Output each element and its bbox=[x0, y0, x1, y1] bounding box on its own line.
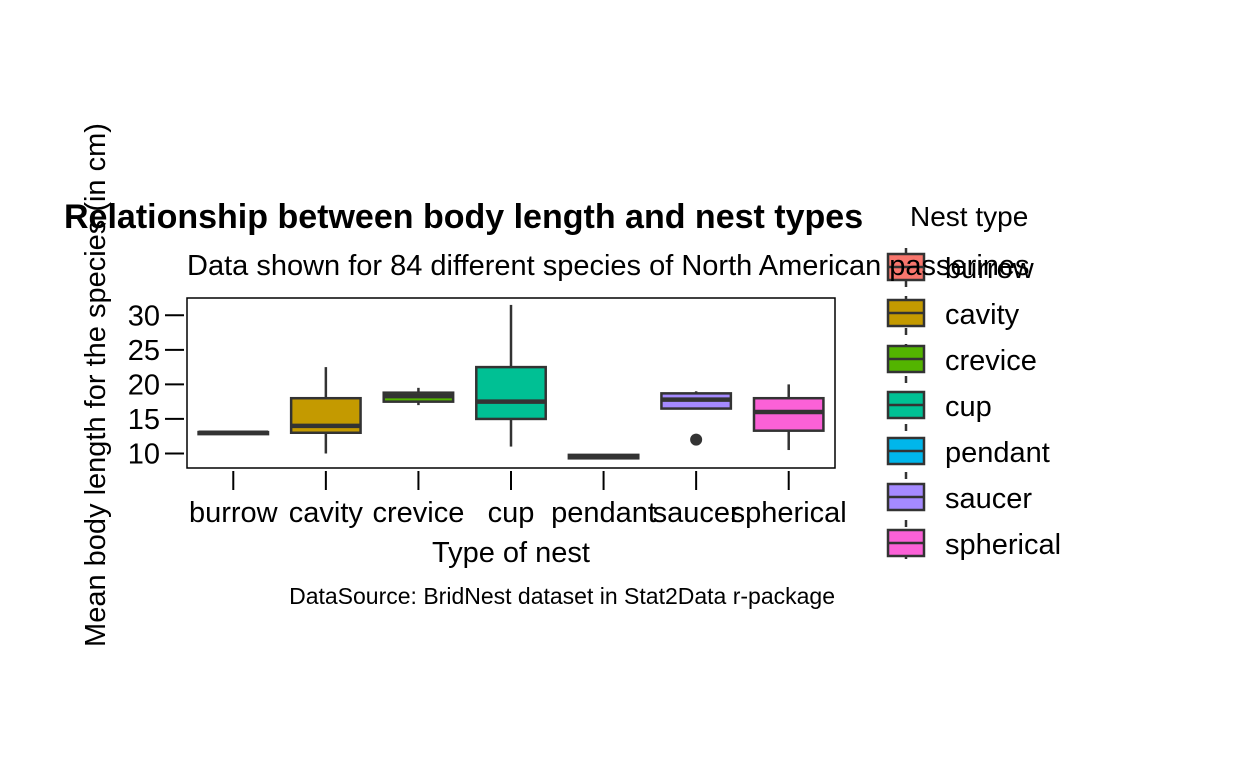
x-axis: burrow cavity crevice cup pendantsaucerspher… bbox=[189, 471, 847, 529]
y-tick-label: 25 bbox=[128, 335, 160, 367]
chart-subtitle: Data shown for 84 different species of N… bbox=[187, 250, 1030, 282]
outlier-point bbox=[690, 433, 703, 446]
x-tick-label: cup bbox=[488, 497, 535, 529]
legend-item-crevice: crevice bbox=[886, 344, 1037, 377]
x-tick-label: saucer bbox=[653, 497, 740, 529]
chart-title: Relationship between body length and nes… bbox=[64, 198, 863, 236]
legend-label: cup bbox=[945, 391, 992, 423]
legend-item-saucer: saucer bbox=[886, 482, 1032, 515]
x-tick-label: burrow bbox=[189, 497, 279, 529]
box-crevice bbox=[382, 387, 455, 406]
x-tick-label: pendant bbox=[551, 497, 656, 529]
y-tick-label: 30 bbox=[128, 300, 160, 332]
legend-label: cavity bbox=[945, 299, 1020, 331]
y-tick-label: 20 bbox=[128, 369, 160, 401]
box-body bbox=[475, 365, 547, 421]
legend-label: burrow bbox=[945, 253, 1035, 285]
box-burrow bbox=[197, 430, 270, 436]
y-tick-label: 10 bbox=[128, 438, 160, 470]
y-tick-label: 15 bbox=[128, 404, 160, 436]
x-tick-label: crevice bbox=[372, 497, 464, 529]
x-axis-title: Type of nest bbox=[432, 537, 590, 569]
legend-item-burrow: burrow bbox=[886, 252, 1035, 285]
legend-label: spherical bbox=[945, 529, 1061, 561]
box-cup bbox=[475, 304, 547, 447]
legend-item-pendant: pendant bbox=[886, 436, 1050, 469]
box-spherical bbox=[752, 384, 825, 451]
legend-label: pendant bbox=[945, 437, 1050, 469]
box-pendant bbox=[567, 453, 640, 460]
legend-item-cavity: cavity bbox=[886, 298, 1020, 331]
legend-label: saucer bbox=[945, 483, 1032, 515]
legend-title: Nest type bbox=[910, 201, 1028, 232]
caption: DataSource: BridNest dataset in Stat2Dat… bbox=[289, 583, 835, 609]
box-body bbox=[752, 396, 825, 432]
panel-border bbox=[186, 297, 836, 469]
x-tick-label: cavity bbox=[289, 497, 364, 529]
legend-label: crevice bbox=[945, 345, 1037, 377]
box-cavity bbox=[289, 367, 362, 454]
x-tick-label: spherical bbox=[731, 497, 847, 529]
box-saucer bbox=[660, 391, 733, 446]
y-axis-title: Mean body length for the species (in cm) bbox=[80, 123, 112, 647]
legend-item-cup: cup bbox=[886, 390, 992, 423]
plot-panel bbox=[197, 304, 825, 460]
legend-item-spherical: spherical bbox=[886, 528, 1061, 561]
legend: Nest type burrow cavity crevice cup pendant s… bbox=[886, 201, 1061, 564]
